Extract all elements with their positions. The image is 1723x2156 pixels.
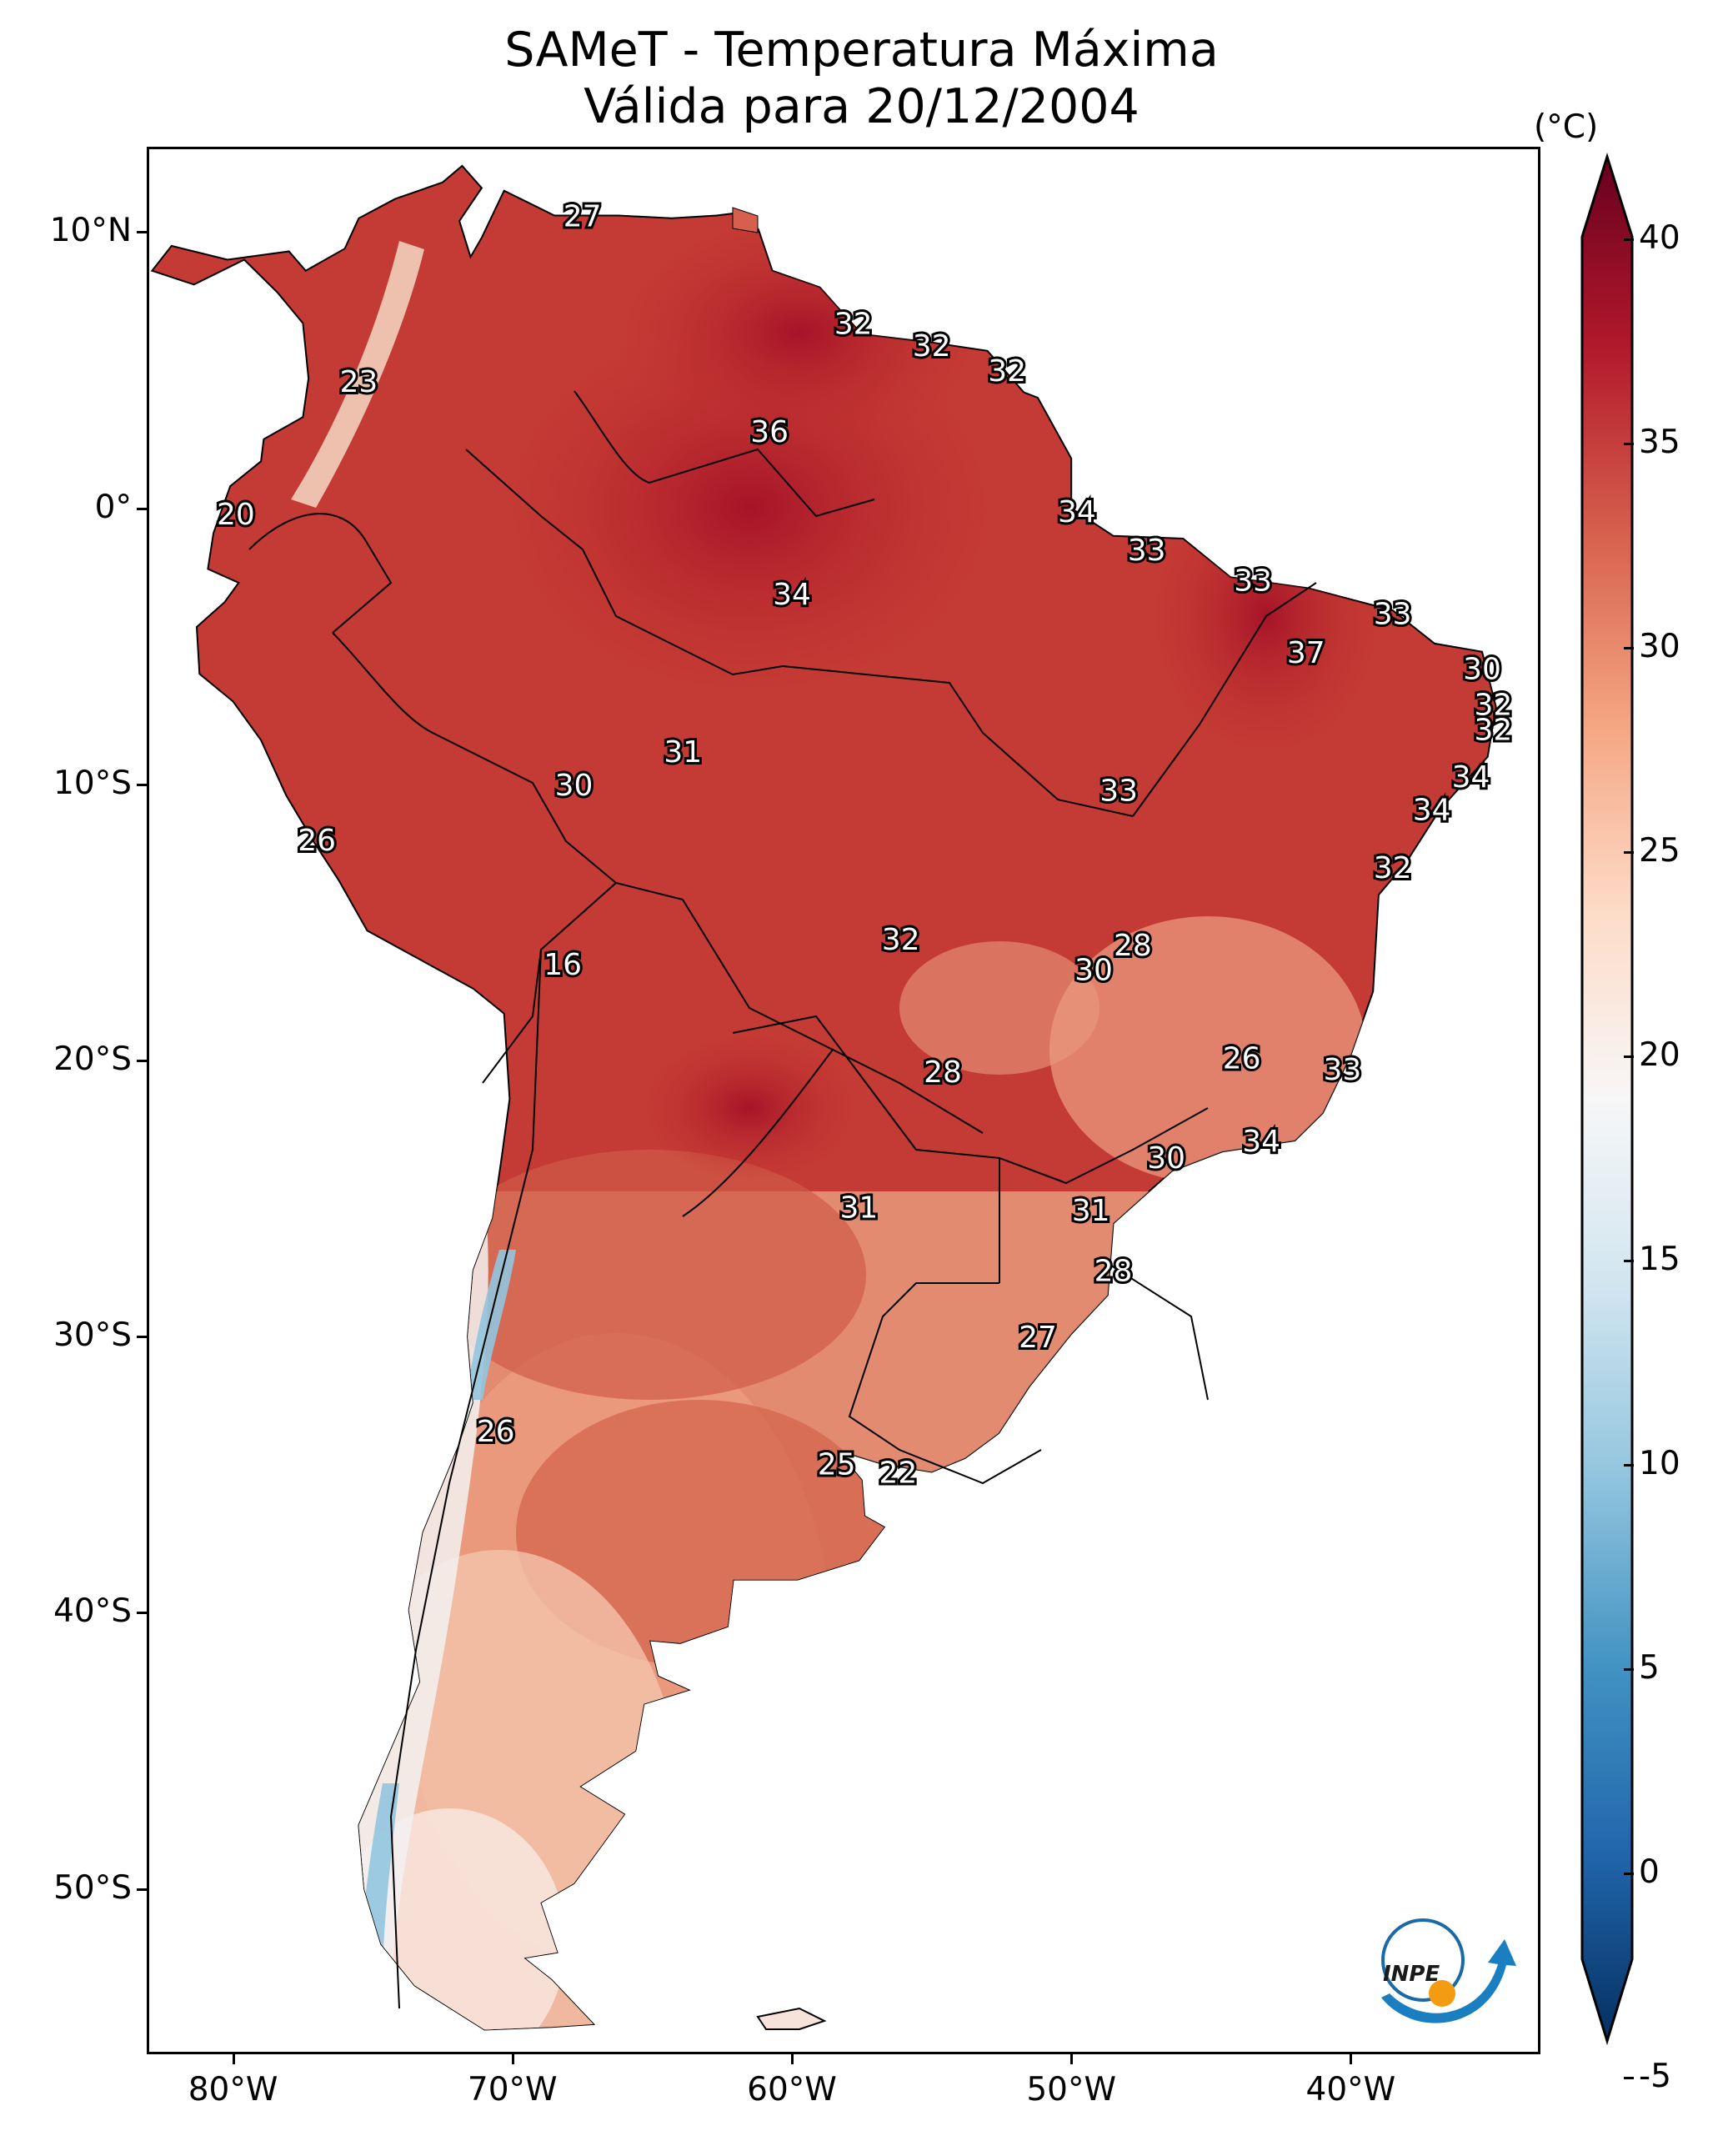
logo-text: INPE — [1383, 1962, 1440, 1987]
station-label: 32 — [988, 354, 1026, 389]
lon-tick-mark — [1350, 2054, 1353, 2064]
station-label: 33 — [1374, 597, 1412, 631]
lat-tick-label: 10°N — [49, 212, 132, 250]
lat-tick-label: 10°S — [53, 764, 132, 802]
station-label: 16 — [543, 948, 582, 982]
station-label: 32 — [1474, 689, 1512, 723]
colorbar-tick-mark — [1624, 238, 1634, 241]
colorbar-tick-label: 40 — [1639, 219, 1680, 257]
lat-tick-label: 20°S — [53, 1040, 132, 1078]
colorbar-tick-label: 0 — [1639, 1853, 1660, 1891]
station-label: 31 — [839, 1191, 878, 1226]
lat-tick-mark — [137, 231, 147, 234]
station-label: 34 — [1452, 760, 1490, 795]
colorbar-tick-label: 25 — [1639, 832, 1680, 870]
station-label: 22 — [879, 1457, 917, 1491]
station-label: 34 — [773, 578, 811, 612]
colorbar-tick-mark — [1624, 1668, 1634, 1671]
lat-tick-mark — [137, 507, 147, 510]
lat-tick-mark — [137, 1059, 147, 1062]
station-label: 32 — [1374, 851, 1412, 885]
lon-tick-label: 60°W — [747, 2071, 837, 2108]
lat-tick-mark — [137, 1612, 147, 1615]
station-label: 23 — [339, 365, 378, 399]
lon-tick-mark — [1070, 2054, 1074, 2064]
lon-tick-label: 50°W — [1026, 2071, 1117, 2108]
logo-ring — [1381, 1918, 1465, 2002]
station-label: 27 — [1019, 1321, 1057, 1355]
map-area[interactable]: 27 32 32 32 23 36 20 34 33 33 34 33 37 30 32 32 31 30 34 33… — [147, 147, 1540, 2054]
station-label: 26 — [1223, 1042, 1261, 1076]
station-label: 34 — [1413, 794, 1451, 828]
station-label: 32 — [882, 923, 920, 957]
station-label: 32 — [834, 308, 873, 342]
lat-tick-label: 0° — [94, 488, 132, 526]
colorbar-tick-mark — [1624, 851, 1634, 854]
station-label: 34 — [1242, 1125, 1280, 1159]
lon-tick-label: 70°W — [467, 2071, 558, 2108]
lon-tick-mark — [511, 2054, 514, 2064]
logo-arrow — [1381, 1939, 1516, 2023]
station-label: 28 — [1094, 1255, 1133, 1289]
colorbar-tick-mark — [1624, 2077, 1634, 2079]
map-subtitle: Válida para 20/12/2004 — [584, 79, 1139, 134]
lat-tick-label: 40°S — [53, 1592, 132, 1631]
station-label: 33 — [1099, 774, 1138, 808]
inpe-logo: INPE — [1381, 1918, 1516, 2023]
colorbar-tick-label: 30 — [1639, 628, 1680, 665]
station-label: 30 — [1074, 954, 1113, 988]
lat-tick-label: 30°S — [53, 1316, 132, 1355]
colorbar-tick-label: 35 — [1639, 424, 1680, 461]
station-label: 26 — [298, 824, 336, 858]
station-label: 33 — [1234, 564, 1272, 599]
station-label: 33 — [1128, 534, 1166, 568]
colorbar-unit: (°C) — [1534, 108, 1599, 146]
map-title: SAMeT - Temperatura Máxima — [504, 23, 1219, 78]
station-label: 25 — [818, 1448, 856, 1482]
station-label: 36 — [750, 415, 789, 449]
colorbar-tick-mark — [1624, 647, 1634, 649]
station-label: 32 — [1474, 714, 1512, 748]
colorbar-tick-mark — [1624, 443, 1634, 445]
colorbar-tick-label: 10 — [1639, 1445, 1680, 1482]
colorbar-tick-label: 5 — [1639, 1649, 1660, 1687]
lat-tick-mark — [137, 1336, 147, 1339]
colorbar-tick-mark — [1624, 1055, 1634, 1058]
lat-tick-mark — [137, 783, 147, 786]
country-borders — [248, 390, 1317, 2009]
station-label: 37 — [1287, 636, 1325, 670]
colorbar-tick-mark — [1624, 1464, 1634, 1467]
falkland-islands — [756, 2007, 827, 2030]
station-label: 30 — [555, 769, 594, 803]
station-label: 20 — [217, 498, 255, 532]
station-label: 28 — [924, 1055, 962, 1090]
station-label: 27 — [563, 200, 602, 234]
colorbar — [1580, 152, 1634, 2046]
station-label: 34 — [1058, 495, 1096, 529]
colorbar-tick-label: 20 — [1639, 1036, 1680, 1074]
station-label: 30 — [1147, 1141, 1185, 1176]
lat-tick-mark — [137, 1888, 147, 1891]
station-label: 30 — [1463, 653, 1501, 687]
lon-tick-label: 40°W — [1305, 2071, 1396, 2108]
station-label: 33 — [1323, 1053, 1361, 1087]
station-label: 32 — [913, 329, 951, 364]
station-label: 28 — [1114, 929, 1152, 963]
colorbar-tick-label: 15 — [1639, 1241, 1680, 1278]
station-label: 31 — [1072, 1194, 1110, 1228]
station-label: 31 — [664, 735, 702, 770]
lat-tick-label: 50°S — [53, 1868, 132, 1907]
lon-tick-mark — [232, 2054, 235, 2064]
station-label: 26 — [477, 1415, 515, 1449]
logo-dot — [1429, 1980, 1455, 2007]
colorbar-tick-label: -5 — [1639, 2058, 1671, 2095]
caribbean-island — [732, 207, 759, 233]
lon-tick-mark — [790, 2054, 794, 2064]
colorbar-tick-mark — [1624, 1260, 1634, 1262]
lon-tick-label: 80°W — [188, 2071, 278, 2108]
colorbar-tick-mark — [1624, 1873, 1634, 1875]
